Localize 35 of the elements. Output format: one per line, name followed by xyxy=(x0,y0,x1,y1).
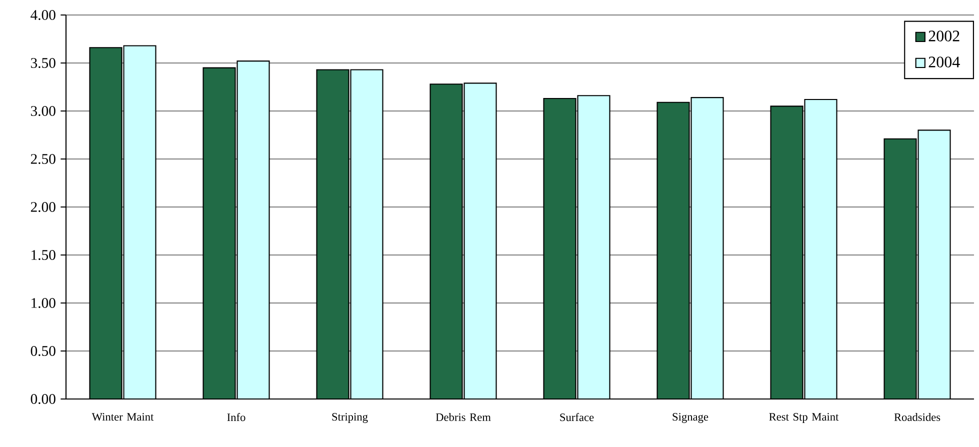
bar xyxy=(657,102,690,399)
x-tick-label: Striping xyxy=(332,413,368,423)
bar xyxy=(691,98,724,399)
bar xyxy=(316,70,349,399)
x-tick-label: Info xyxy=(227,413,246,422)
legend-label: 2004 xyxy=(928,56,960,68)
x-tick-label: Winter Maint xyxy=(92,413,154,421)
bar xyxy=(124,46,156,399)
x-tick-label: Surface xyxy=(560,413,594,422)
bar xyxy=(918,130,951,399)
y-tick-label: 2.00 xyxy=(30,202,56,212)
bar xyxy=(237,61,270,399)
bar xyxy=(544,98,576,399)
x-tick-label: Signage xyxy=(672,413,708,423)
bar xyxy=(464,83,496,399)
y-tick-label: 3.50 xyxy=(31,58,56,68)
bar xyxy=(770,106,803,399)
y-tick-label: 4.00 xyxy=(30,10,56,20)
bar xyxy=(350,70,383,399)
y-tick-label: 0.00 xyxy=(30,394,56,404)
y-tick-label: 0.50 xyxy=(30,346,56,356)
x-tick-label: Rest Stp Maint xyxy=(769,413,839,423)
bar xyxy=(430,84,462,399)
y-tick-label: 1.00 xyxy=(32,298,56,308)
y-tick-label: 1.50 xyxy=(32,250,56,260)
bar xyxy=(578,96,610,399)
y-tick-label: 3.00 xyxy=(31,106,56,116)
legend-label: 2002 xyxy=(928,30,960,42)
y-tick-label: 2.50 xyxy=(30,154,56,164)
bar xyxy=(804,99,837,399)
bar xyxy=(203,68,236,399)
bar xyxy=(90,48,122,399)
bar xyxy=(884,138,917,399)
x-tick-label: Roadsides xyxy=(894,413,940,422)
x-tick-label: Debris Rem xyxy=(436,413,491,422)
